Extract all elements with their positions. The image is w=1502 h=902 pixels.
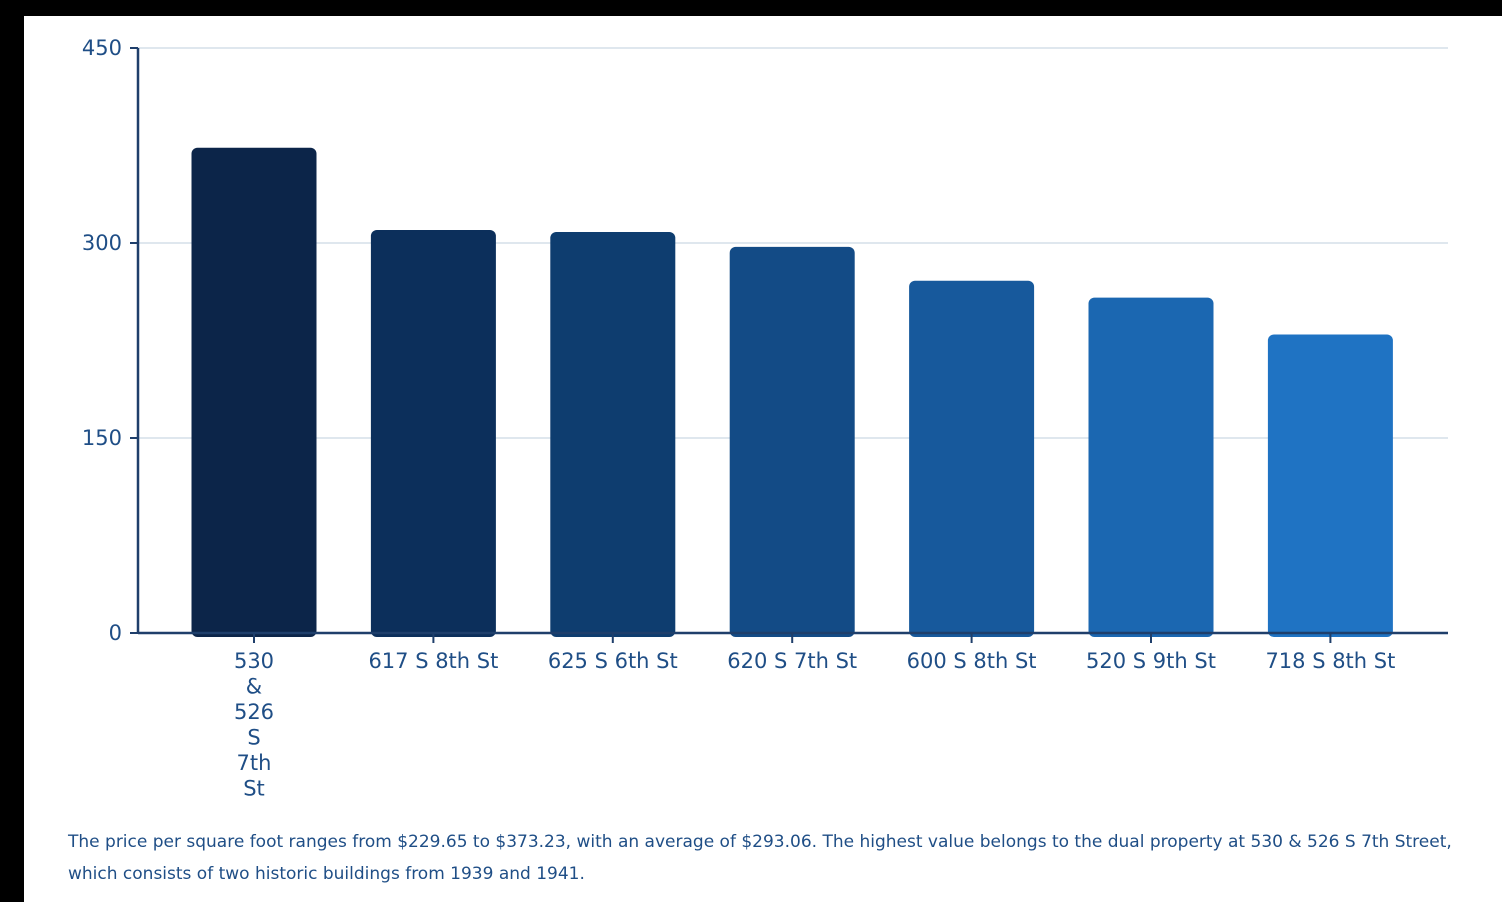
y-tick-label: 150 — [82, 426, 122, 450]
x-tick-label-line: 526 — [234, 700, 274, 724]
bar-6 — [1088, 297, 1214, 637]
bar-5 — [909, 280, 1035, 637]
x-tick-label-line: 620 S 7th St — [727, 649, 857, 673]
y-tick-label: 300 — [82, 231, 122, 255]
x-tick-label-line: 530 — [234, 649, 274, 673]
bar-1 — [191, 147, 317, 637]
y-tick-label: 0 — [109, 621, 122, 645]
x-tick-label-line: 520 S 9th St — [1086, 649, 1216, 673]
x-tick-label: 718 S 8th St — [1265, 649, 1395, 673]
bar-3 — [550, 231, 676, 637]
chart-caption: The price per square foot ranges from $2… — [68, 832, 1452, 884]
x-tick-label: 600 S 8th St — [907, 649, 1037, 673]
x-tick-label: 617 S 8th St — [368, 649, 498, 673]
bar-chart: 0 150 300 450 530 & 526 S 7th St 617 S 8th St 625 S… — [24, 16, 1502, 816]
x-tick-label-line: 617 S 8th St — [368, 649, 498, 673]
x-tick-label-line: St — [243, 777, 265, 801]
x-tick-label-line: S — [247, 726, 260, 750]
x-tick-label-line: & — [246, 675, 262, 699]
bar-2 — [370, 230, 496, 637]
x-tick-label-line: 7th — [237, 751, 272, 775]
bar-chart-svg: 0 150 300 450 530 & 526 S 7th St 617 S 8th St 625 S… — [82, 36, 1448, 801]
bar-4 — [729, 246, 855, 637]
x-tick-label-line: 625 S 6th St — [548, 649, 678, 673]
chart-panel: 0 150 300 450 530 & 526 S 7th St 617 S 8th St 625 S… — [24, 16, 1502, 902]
x-tick-label: 620 S 7th St — [727, 649, 857, 673]
bar-7 — [1267, 334, 1393, 637]
x-tick-label: 625 S 6th St — [548, 649, 678, 673]
y-tick-label: 450 — [82, 36, 122, 60]
x-tick-label: 530 & 526 S 7th St — [234, 649, 274, 801]
x-tick-label: 520 S 9th St — [1086, 649, 1216, 673]
x-tick-label-line: 718 S 8th St — [1265, 649, 1395, 673]
x-tick-label-line: 600 S 8th St — [907, 649, 1037, 673]
